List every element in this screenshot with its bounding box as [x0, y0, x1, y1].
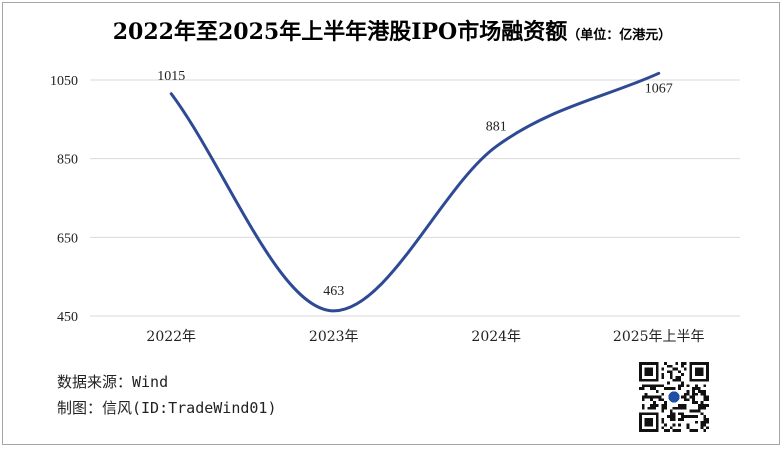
x-tick-label: 2024年: [471, 329, 521, 345]
data-source: 数据来源：Wind: [57, 373, 169, 391]
y-tick-label: 450: [57, 310, 78, 325]
chart-title-text: 2022年至2025年上半年港股IPO市场融资额: [112, 19, 568, 45]
y-tick-label: 850: [57, 153, 78, 168]
data-labels: 1015 463 881 1067: [157, 69, 673, 299]
y-tick-label: 650: [57, 231, 78, 246]
x-tick-label: 2025年上半年: [613, 329, 705, 345]
data-label: 463: [323, 284, 344, 299]
gridlines: [90, 79, 740, 317]
qr-code-icon: [639, 362, 709, 432]
series-line: [169, 71, 661, 313]
data-label: 1067: [645, 81, 673, 96]
x-tick-label: 2023年: [309, 329, 359, 345]
x-axis-ticks: 2022年 2023年 2024年 2025年上半年: [146, 329, 704, 345]
series-group: [169, 71, 661, 313]
chart-title: 2022年至2025年上半年港股IPO市场融资额（单位：亿港元）: [0, 14, 784, 46]
chart-unit: （单位：亿港元）: [567, 28, 672, 43]
x-tick-label: 2022年: [146, 329, 196, 345]
y-axis-ticks: 450 650 850 1050: [50, 74, 78, 325]
chart-maker: 制图：信风(ID:TradeWind01): [57, 399, 277, 417]
data-label: 1015: [157, 69, 185, 84]
y-tick-label: 1050: [50, 74, 78, 89]
data-label: 881: [486, 119, 507, 134]
